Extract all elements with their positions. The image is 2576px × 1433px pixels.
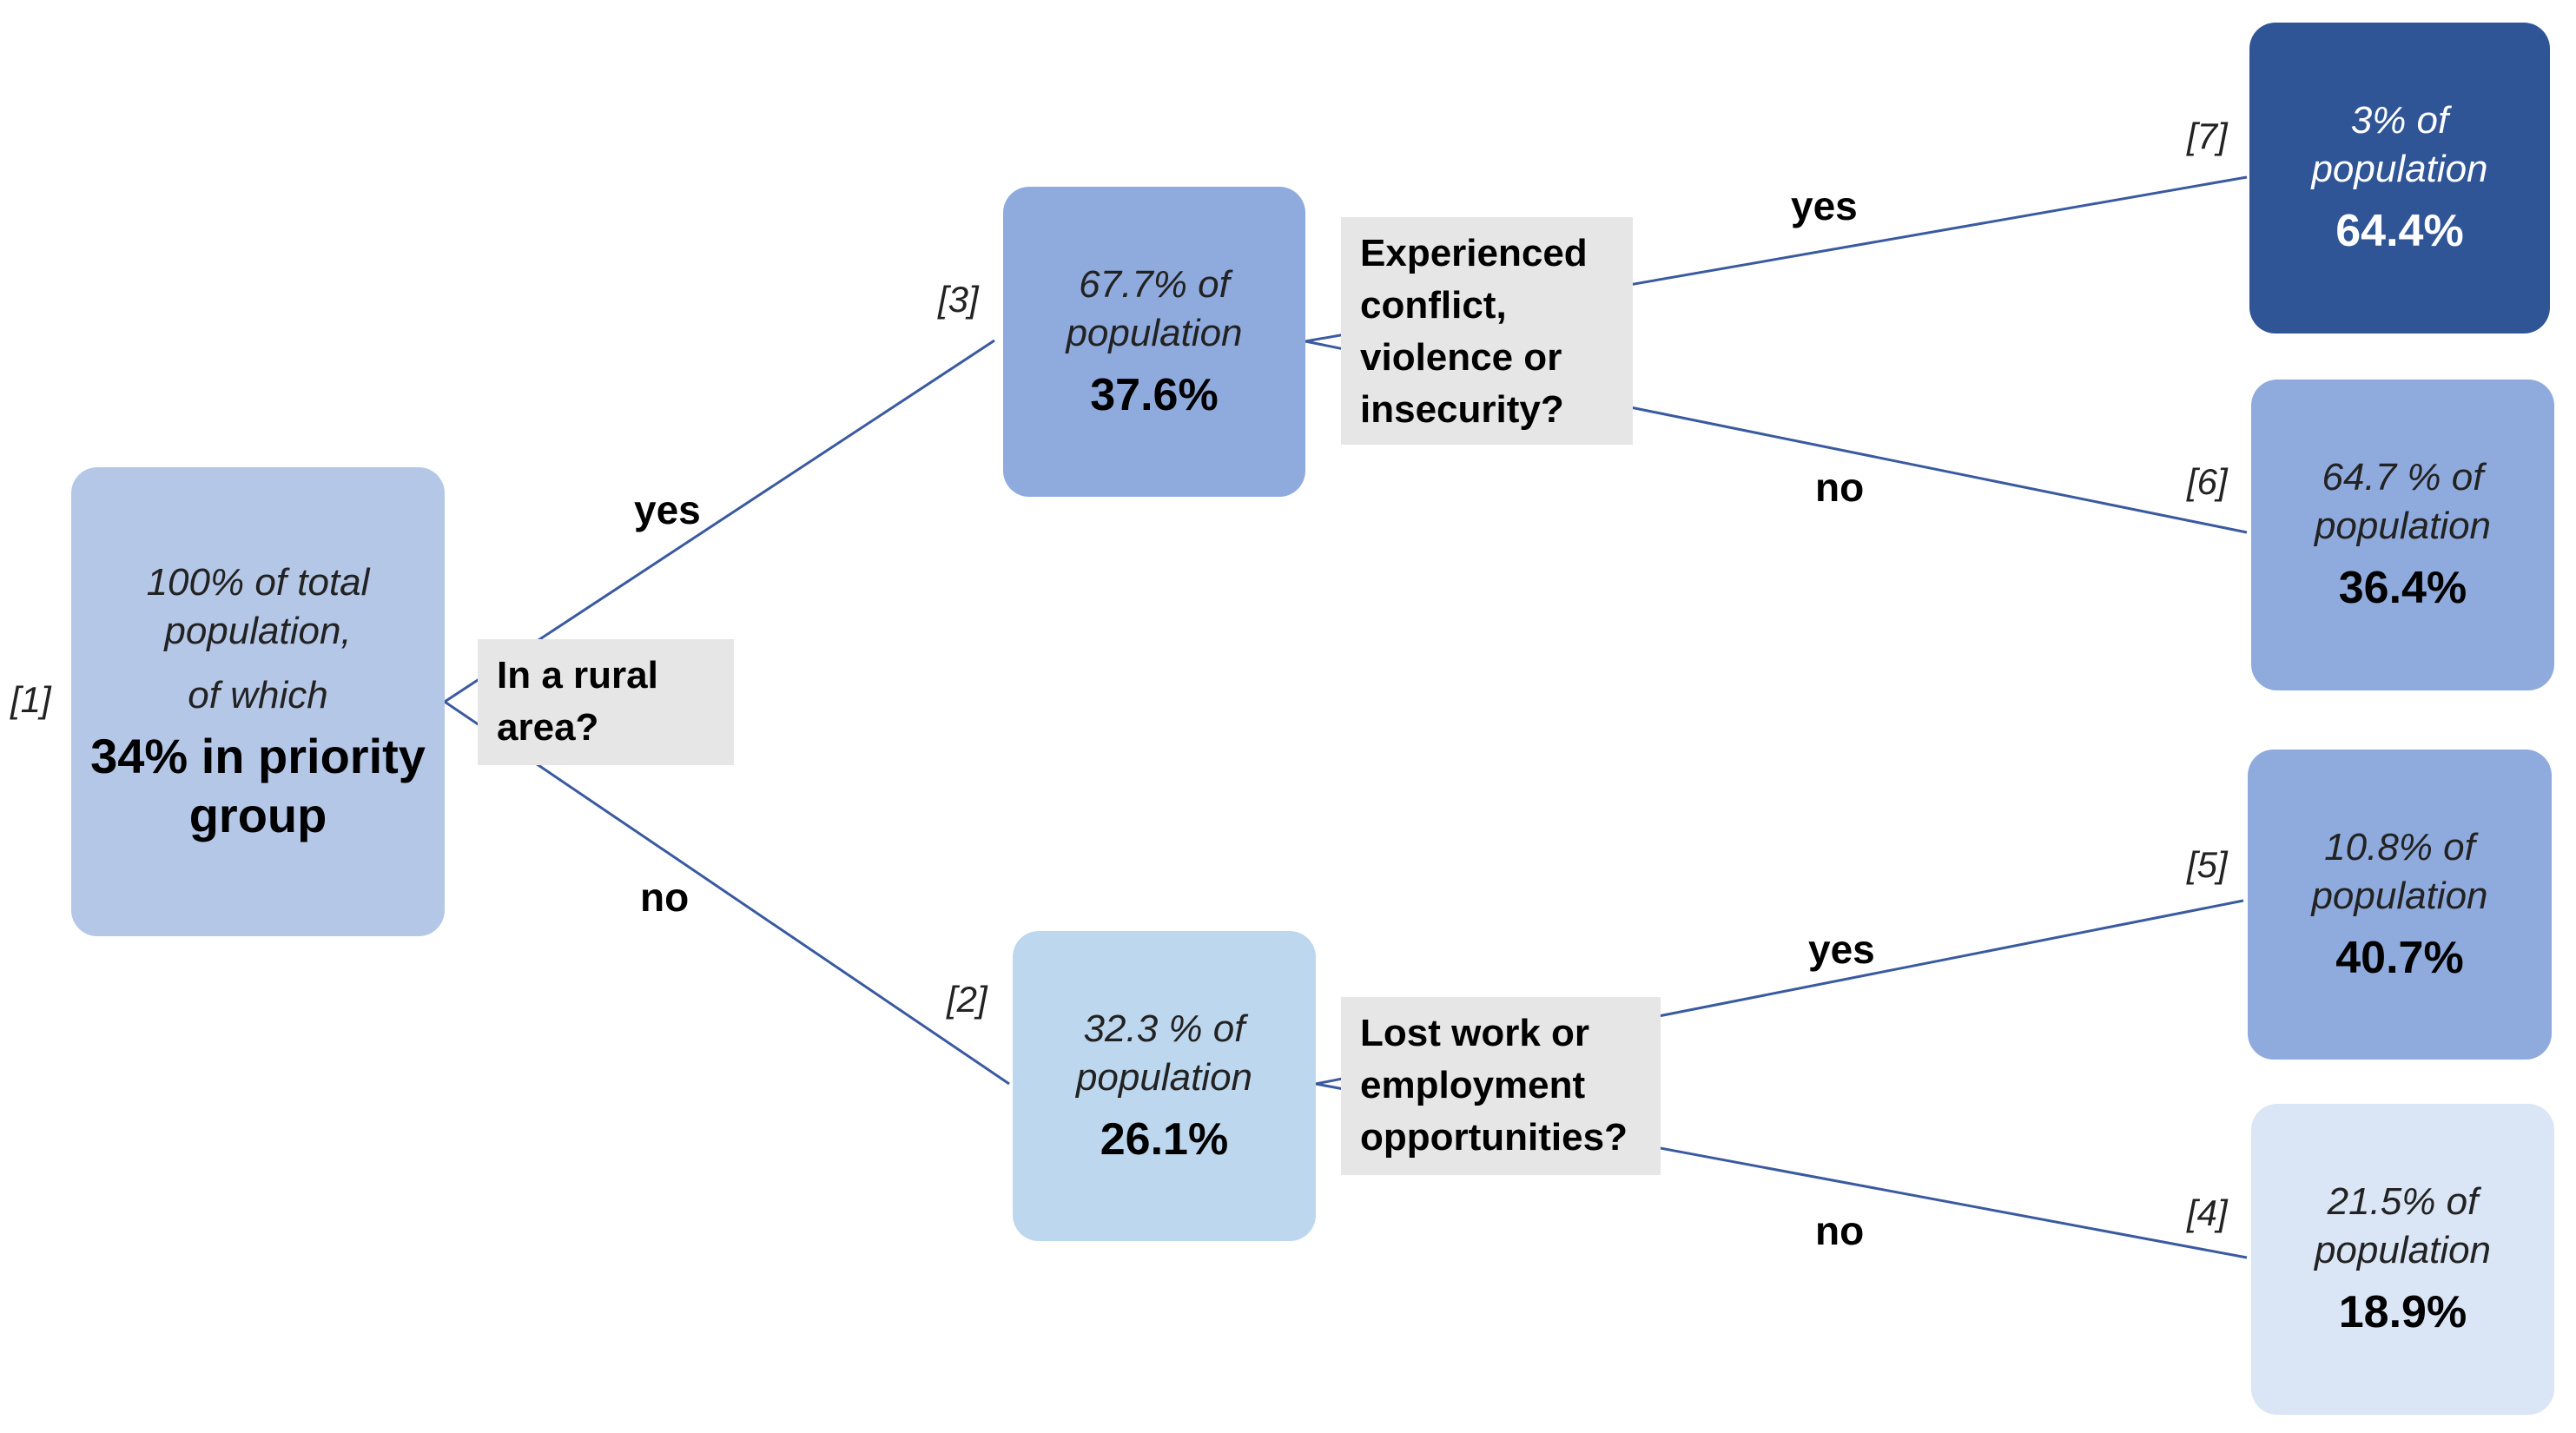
node4-line-1: 21.5% of [2327, 1180, 2479, 1223]
rural-no-label: no [640, 875, 690, 920]
node6-value: 36.4% [2338, 563, 2467, 613]
conflict-no-label: no [1815, 465, 1865, 510]
node-5: 10.8% of population 40.7% [2248, 750, 2552, 1060]
question-work-line-3: opportunities? [1360, 1116, 1628, 1159]
rural-yes-label: yes [634, 487, 701, 532]
edge-root-to-node2 [444, 700, 1010, 1086]
root-node: 100% of total population, of which 34% i… [71, 467, 445, 936]
node2-value: 26.1% [1100, 1113, 1229, 1165]
node-4: 21.5% of population 18.9% [2251, 1104, 2554, 1415]
question-conflict-line-3: violence or [1360, 336, 1562, 379]
question-work: Lost work or employment opportunities? [1341, 997, 1661, 1175]
question-work-line-1: Lost work or [1360, 1012, 1590, 1054]
root-line-3: of which [188, 674, 328, 716]
node2-line-2: population [1075, 1055, 1253, 1099]
question-work-line-2: employment [1360, 1064, 1586, 1106]
ref-label-2: [2] [947, 979, 987, 1020]
node-7: 3% of population 64.4% [2249, 23, 2550, 333]
ref-label-4: [4] [2187, 1192, 2228, 1233]
root-value-line-2: group [188, 788, 327, 842]
question-rural-line-2: area? [497, 706, 599, 749]
node2-line-1: 32.3 % of [1083, 1007, 1245, 1050]
work-no-label: no [1815, 1208, 1865, 1253]
node5-line-1: 10.8% of [2324, 825, 2475, 868]
question-rural-line-1: In a rural [497, 654, 658, 697]
ref-label-7: [7] [2187, 116, 2228, 156]
node6-line-2: population [2314, 505, 2492, 547]
node4-value: 18.9% [2338, 1287, 2467, 1337]
conflict-yes-label: yes [1791, 183, 1858, 228]
ref-label-1: [1] [10, 679, 51, 720]
question-conflict: Experienced conflict, violence or insecu… [1341, 217, 1633, 445]
node5-line-2: population [2311, 874, 2488, 917]
root-line-2: population, [164, 610, 352, 652]
question-conflict-line-4: insecurity? [1360, 388, 1564, 431]
node7-line-1: 3% of [2350, 99, 2449, 142]
question-conflict-line-1: Experienced [1360, 232, 1588, 274]
node3-line-1: 67.7% of [1079, 262, 1230, 306]
node-6: 64.7 % of population 36.4% [2251, 380, 2554, 690]
question-rural-area: In a rural area? [478, 639, 734, 765]
node3-value: 37.6% [1090, 369, 1219, 420]
question-conflict-line-2: conflict, [1360, 284, 1507, 327]
node6-line-1: 64.7 % of [2322, 456, 2484, 499]
node-2: 32.3 % of population 26.1% [1013, 931, 1316, 1241]
node3-line-2: population [1066, 311, 1243, 354]
ref-label-5: [5] [2187, 844, 2228, 885]
node7-value: 64.4% [2335, 206, 2464, 256]
node7-line-2: population [2311, 148, 2488, 190]
node4-line-2: population [2314, 1229, 2492, 1271]
node-3: 67.7% of population 37.6% [1003, 187, 1305, 497]
root-value-line-1: 34% in priority [90, 729, 426, 783]
ref-label-3: [3] [938, 279, 979, 320]
work-yes-label: yes [1808, 927, 1875, 972]
root-line-1: 100% of total [146, 561, 370, 604]
node5-value: 40.7% [2335, 932, 2464, 983]
ref-label-6: [6] [2187, 461, 2228, 502]
